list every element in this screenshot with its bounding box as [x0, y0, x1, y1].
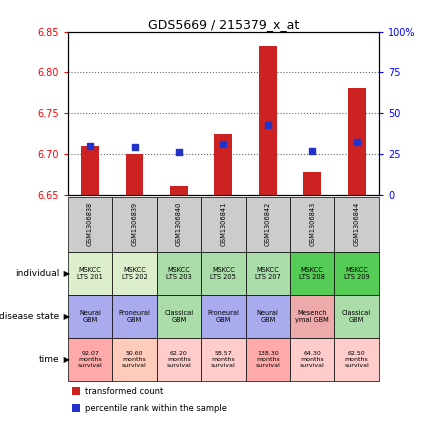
Text: GSM1306842: GSM1306842 — [265, 202, 271, 247]
Text: Mesench
ymal GBM: Mesench ymal GBM — [295, 310, 329, 323]
Point — [87, 143, 94, 149]
Text: MSKCC
LTS 208: MSKCC LTS 208 — [299, 267, 325, 280]
Text: ▶: ▶ — [61, 355, 71, 364]
Text: individual: individual — [15, 269, 59, 278]
Text: time: time — [39, 355, 59, 364]
Text: Neural
GBM: Neural GBM — [79, 310, 101, 323]
Text: Classical
GBM: Classical GBM — [164, 310, 194, 323]
Text: ▶: ▶ — [61, 269, 71, 278]
Text: 64.30
months
survival: 64.30 months survival — [300, 351, 325, 368]
Text: MSKCC
LTS 205: MSKCC LTS 205 — [210, 267, 237, 280]
Bar — [170, 186, 188, 195]
Point — [131, 144, 138, 151]
Text: 138.30
months
survival: 138.30 months survival — [255, 351, 280, 368]
Text: GSM1306840: GSM1306840 — [176, 202, 182, 247]
Bar — [304, 172, 321, 195]
Text: GSM1306838: GSM1306838 — [87, 202, 93, 247]
Bar — [215, 134, 232, 195]
Point — [309, 147, 316, 154]
Text: GSM1306839: GSM1306839 — [131, 202, 138, 246]
Point — [264, 121, 271, 128]
Text: MSKCC
LTS 201: MSKCC LTS 201 — [77, 267, 103, 280]
Text: percentile rank within the sample: percentile rank within the sample — [85, 404, 226, 413]
Text: 92.07
months
survival: 92.07 months survival — [78, 351, 102, 368]
Text: 62.20
months
survival: 62.20 months survival — [166, 351, 191, 368]
Text: Classical
GBM: Classical GBM — [342, 310, 371, 323]
Text: Neural
GBM: Neural GBM — [257, 310, 279, 323]
Text: ▶: ▶ — [61, 312, 71, 321]
Text: Proneural
GBM: Proneural GBM — [208, 310, 239, 323]
Point — [176, 149, 183, 156]
Text: MSKCC
LTS 209: MSKCC LTS 209 — [344, 267, 370, 280]
Text: 50.60
months
survival: 50.60 months survival — [122, 351, 147, 368]
Text: GSM1306844: GSM1306844 — [353, 202, 360, 247]
Bar — [259, 47, 277, 195]
Point — [353, 139, 360, 146]
Bar — [348, 88, 366, 195]
Bar — [81, 146, 99, 195]
Bar — [126, 154, 143, 195]
Title: GDS5669 / 215379_x_at: GDS5669 / 215379_x_at — [148, 18, 299, 30]
Text: MSKCC
LTS 207: MSKCC LTS 207 — [255, 267, 281, 280]
Text: disease state: disease state — [0, 312, 59, 321]
Text: GSM1306843: GSM1306843 — [309, 202, 315, 247]
Point — [220, 141, 227, 148]
Text: MSKCC
LTS 203: MSKCC LTS 203 — [166, 267, 192, 280]
Text: transformed count: transformed count — [85, 387, 163, 396]
Text: MSKCC
LTS 202: MSKCC LTS 202 — [122, 267, 148, 280]
Text: 62.50
months
survival: 62.50 months survival — [344, 351, 369, 368]
Text: 58.57
months
survival: 58.57 months survival — [211, 351, 236, 368]
Text: Proneural
GBM: Proneural GBM — [119, 310, 151, 323]
Text: GSM1306841: GSM1306841 — [220, 202, 226, 247]
